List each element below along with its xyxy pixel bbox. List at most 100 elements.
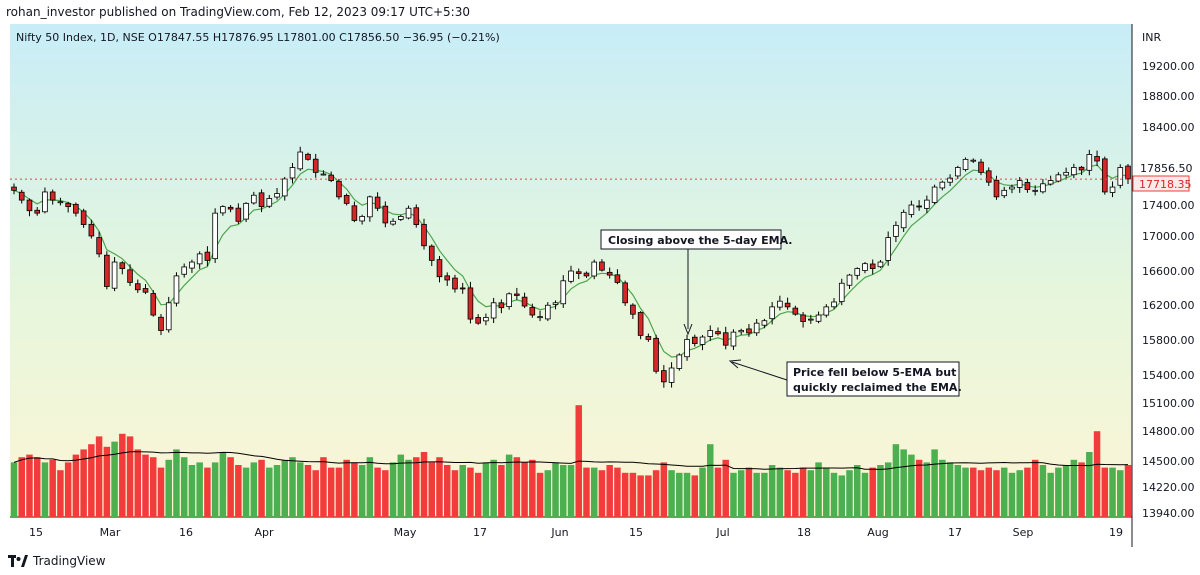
- candle-body: [398, 216, 404, 220]
- candle-body: [73, 203, 79, 214]
- candle-body: [367, 196, 373, 218]
- volume-bar: [150, 457, 157, 517]
- volume-bar: [505, 454, 513, 517]
- candle-body: [862, 263, 868, 271]
- volume-bar: [459, 465, 466, 517]
- volume-bar: [830, 472, 838, 517]
- candle-body: [622, 282, 628, 304]
- tradingview-logo-icon: [8, 555, 28, 567]
- candle-body: [421, 223, 427, 247]
- candle-body: [374, 196, 381, 209]
- time-tick-label: Jun: [550, 526, 568, 539]
- candle-body: [908, 204, 915, 215]
- candle-body: [985, 170, 992, 183]
- time-tick-label: Jul: [715, 526, 729, 539]
- volume-bar: [931, 449, 938, 517]
- candle-body: [606, 271, 613, 276]
- time-labels: 15 Mar 16 Apr May 17 Jun 15 Jul 18 Aug 17 Sep 19: [29, 526, 1123, 539]
- tradingview-brand[interactable]: TradingView: [8, 553, 106, 569]
- candle-body: [498, 302, 505, 309]
- volume-bar: [95, 436, 103, 517]
- candle-body: [699, 336, 706, 345]
- candle-body: [243, 202, 249, 220]
- volume-bar: [946, 462, 954, 517]
- volume-bar: [908, 454, 915, 517]
- candle-body: [251, 194, 257, 204]
- candle-body: [877, 261, 884, 268]
- volume-bar: [583, 467, 590, 517]
- candle-body: [165, 302, 172, 331]
- chart-area[interactable]: Nifty 50 Index, 1D, NSE O17847.55 H17876…: [0, 24, 1200, 547]
- candle-body: [893, 224, 899, 237]
- candle-body: [924, 199, 930, 209]
- candle-body: [88, 223, 95, 237]
- volume-bar: [451, 470, 459, 517]
- candle-body: [529, 307, 536, 316]
- candle-body: [281, 178, 288, 197]
- candle-body: [784, 302, 791, 308]
- candle-body: [514, 293, 520, 296]
- candle-body: [645, 336, 652, 340]
- volume-bar: [80, 449, 87, 517]
- volume-bar: [567, 465, 575, 517]
- volume-bar: [88, 444, 95, 517]
- volume-bar: [1124, 465, 1132, 517]
- candle-body: [978, 161, 984, 173]
- candle-body: [1040, 183, 1046, 193]
- volume-bar: [939, 459, 946, 517]
- candlestick-chart[interactable]: Nifty 50 Index, 1D, NSE O17847.55 H17876…: [0, 24, 1200, 547]
- price-tick-label: 17000.00: [1142, 230, 1195, 243]
- volume-bar: [652, 470, 660, 517]
- candle-body: [26, 199, 33, 212]
- volume-bar: [227, 457, 234, 517]
- volume-bar: [103, 446, 111, 517]
- candle-body: [668, 367, 675, 383]
- volume-bar: [1070, 459, 1078, 517]
- candle-body: [483, 317, 489, 322]
- volume-bar: [1078, 462, 1085, 517]
- candle-body: [336, 180, 342, 198]
- volume-bar: [33, 457, 41, 517]
- volume-bar: [877, 465, 884, 517]
- volume-bar: [436, 457, 443, 517]
- volume-bar: [41, 462, 49, 517]
- time-tick-label: 15: [629, 526, 643, 539]
- volume-bars: [10, 405, 1132, 517]
- current-price-label: 17718.35: [1139, 178, 1192, 191]
- candle-body: [34, 209, 41, 214]
- volume-bar: [977, 470, 985, 517]
- candle-body: [1055, 174, 1062, 182]
- volume-bar: [351, 462, 358, 517]
- candle-body: [274, 193, 280, 198]
- volume-bar: [768, 465, 776, 517]
- candle-body: [475, 317, 481, 324]
- volume-bar: [420, 452, 428, 517]
- candle-body: [730, 331, 737, 347]
- volume-bar: [521, 462, 528, 517]
- price-tick-label: 17400.00: [1142, 199, 1195, 212]
- candle-body: [838, 282, 845, 302]
- volume-bar: [529, 459, 536, 517]
- price-tick-label: 15800.00: [1142, 334, 1195, 347]
- annotation-text-1: Closing above the 5-day EMA.: [608, 234, 792, 247]
- candle-body: [1009, 186, 1015, 190]
- candle-body: [1109, 186, 1116, 193]
- candle-body: [808, 318, 814, 321]
- volume-bar: [467, 467, 474, 517]
- candle-body: [173, 275, 180, 304]
- volume-bar: [815, 462, 822, 517]
- volume-bar: [1086, 452, 1093, 517]
- candle-body: [142, 288, 149, 293]
- volume-bar: [289, 457, 296, 517]
- price-ticks: 19200.00 18800.00 18400.00 17400.00 17000.00…: [1142, 60, 1195, 520]
- volume-bar: [846, 470, 853, 517]
- volume-bar: [892, 444, 900, 517]
- volume-bar: [668, 470, 675, 517]
- candle-body: [1071, 167, 1077, 176]
- volume-bar: [219, 452, 227, 517]
- candle-body: [305, 153, 311, 160]
- volume-bar: [861, 472, 869, 517]
- symbol-line: Nifty 50 Index, 1D, NSE O17847.55 H17876…: [16, 31, 500, 44]
- candle-body: [11, 186, 17, 191]
- volume-bar: [707, 444, 714, 517]
